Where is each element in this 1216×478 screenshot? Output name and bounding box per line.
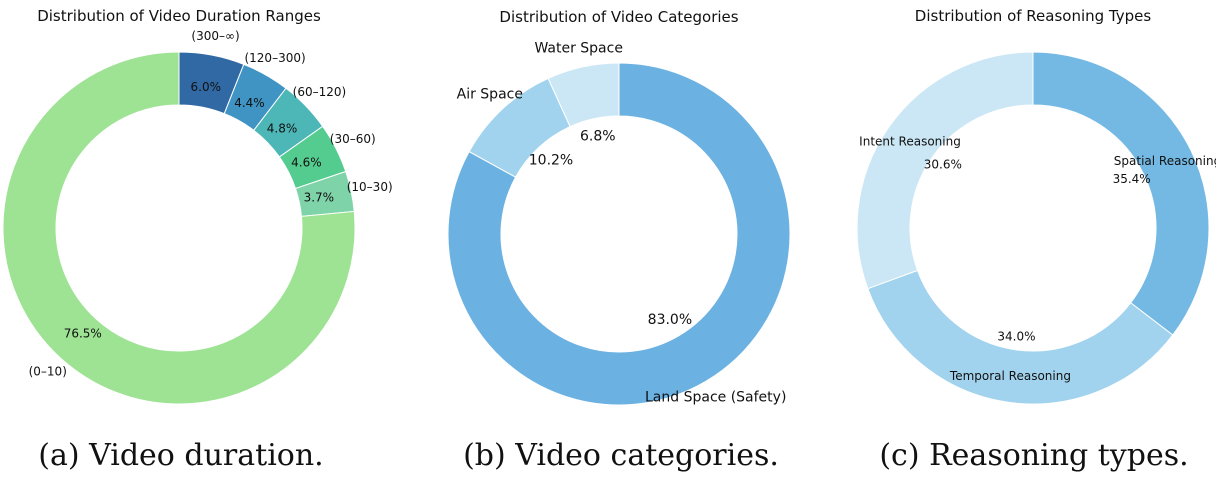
slice-percent: 76.5% [64, 326, 102, 340]
slice-label: Intent Reasoning [859, 135, 961, 149]
slice-water-space [547, 62, 620, 128]
chart-caption: (b) Video categories. [463, 438, 779, 473]
slice-percent: 4.4% [234, 96, 265, 110]
slice-intent-reasoning [856, 51, 1034, 290]
slice-percent: 6.0% [191, 80, 222, 94]
slice-percent: 3.7% [304, 191, 335, 205]
chart-caption: (a) Video duration. [38, 438, 323, 473]
slice-percent: 34.0% [997, 329, 1035, 343]
slice-percent: 35.4% [1113, 172, 1151, 186]
chart-reasoning-types: Distribution of Reasoning Types Spatial … [856, 7, 1216, 473]
slice-percent: 4.8% [267, 121, 298, 135]
slice-temporal-reasoning [867, 269, 1174, 405]
chart-video-categories: Distribution of Video Categories Land Sp… [447, 8, 791, 473]
slice-percent: 4.6% [291, 156, 322, 170]
slice-label: (60–120) [293, 85, 347, 99]
slice-label: Temporal Reasoning [949, 369, 1071, 383]
chart-caption: (c) Reasoning types. [879, 438, 1188, 473]
slice-percent: 6.8% [580, 128, 616, 144]
slice-label: Air Space [457, 87, 523, 103]
slice-label: (30–60) [330, 132, 376, 146]
chart-title: Distribution of Video Categories [499, 8, 738, 26]
slice-land-space-safety [447, 62, 791, 406]
slice-label: (10–30) [347, 180, 393, 194]
slice-percent: 83.0% [648, 312, 692, 328]
slice-0-10 [2, 51, 356, 405]
slice-percent: 10.2% [529, 153, 573, 169]
slice-label: Land Space (Safety) [645, 390, 786, 406]
slice-percent: 30.6% [924, 158, 962, 172]
slice-spatial-reasoning [1032, 51, 1210, 336]
chart-video-duration: Distribution of Video Duration Ranges (3… [2, 7, 393, 473]
chart-title: Distribution of Reasoning Types [915, 7, 1152, 25]
slice-label: (0–10) [29, 365, 67, 379]
slice-label: (120–300) [244, 51, 305, 65]
slice-label: Water Space [534, 40, 623, 56]
chart-title: Distribution of Video Duration Ranges [37, 7, 321, 25]
slice-label: Spatial Reasoning [1114, 154, 1216, 168]
slice-label: (300–∞) [191, 29, 239, 43]
